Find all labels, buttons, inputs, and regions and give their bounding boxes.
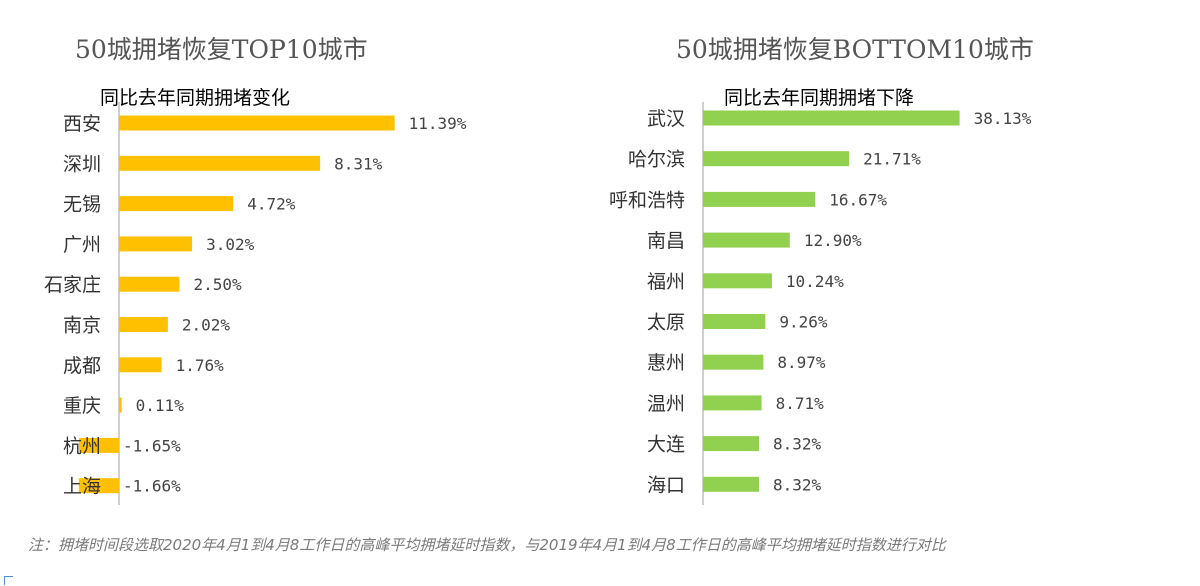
chart-subtitle: 同比去年同期拥堵变化	[100, 87, 291, 109]
chart-subtitle: 同比去年同期拥堵下降	[724, 87, 915, 109]
bar	[79, 437, 119, 453]
top10-bar-chart: 西安 11.39% 深圳 8.31% 无锡 4.72% 广州 3.02% 石家庄 2.50% 南京 2…	[44, 102, 467, 505]
data-label: 10.24%	[786, 272, 844, 291]
category-label: 温州	[647, 393, 685, 415]
bar	[703, 354, 764, 370]
data-label: 11.39%	[409, 114, 467, 133]
data-label: 8.97%	[777, 353, 826, 372]
category-label: 上海	[63, 476, 101, 498]
data-label: 8.71%	[776, 394, 825, 413]
bar	[703, 273, 772, 289]
data-label: 0.11%	[136, 396, 185, 415]
data-label: 3.02%	[206, 235, 255, 254]
bar	[703, 151, 850, 167]
category-label: 太原	[647, 312, 685, 334]
bar	[703, 476, 759, 492]
bar	[119, 196, 234, 212]
bar	[119, 357, 162, 373]
data-label: 38.13%	[974, 109, 1032, 128]
chart-title: 50城拥堵恢复TOP10城市	[75, 35, 368, 64]
category-label: 石家庄	[44, 274, 101, 296]
data-label: 2.02%	[182, 316, 231, 335]
bottom10-chart-panel: 50城拥堵恢复BOTTOM10城市 同比去年同期拥堵下降 武汉 38.13% 哈尔滨…	[600, 0, 1200, 520]
bar	[703, 232, 790, 248]
category-label: 惠州	[647, 352, 685, 374]
bar	[119, 276, 180, 292]
bar	[119, 397, 122, 413]
category-label: 深圳	[63, 153, 101, 175]
category-label: 杭州	[63, 435, 101, 457]
bar	[703, 436, 759, 452]
data-label: -1.65%	[123, 436, 181, 455]
data-label: 8.31%	[334, 154, 383, 173]
data-label: 8.32%	[773, 435, 822, 454]
data-label: 21.71%	[863, 150, 921, 169]
bar	[119, 236, 193, 252]
bar	[703, 395, 762, 411]
data-label: 16.67%	[829, 190, 887, 209]
category-label: 海口	[647, 474, 685, 496]
bar	[119, 155, 321, 171]
data-label: -1.66%	[123, 477, 181, 496]
category-label: 哈尔滨	[628, 149, 685, 171]
category-label: 无锡	[63, 194, 101, 216]
data-label: 2.50%	[194, 275, 243, 294]
bar	[119, 115, 395, 131]
category-label: 成都	[63, 355, 101, 377]
bar	[78, 478, 119, 494]
category-label: 广州	[63, 234, 101, 256]
chart-title: 50城拥堵恢复BOTTOM10城市	[676, 35, 1034, 64]
category-label: 呼和浩特	[609, 189, 685, 211]
bar	[703, 191, 816, 207]
data-label: 9.26%	[779, 313, 828, 332]
data-label: 4.72%	[247, 195, 296, 214]
data-label: 12.90%	[804, 231, 862, 250]
bottom10-bar-chart: 武汉 38.13% 哈尔滨 21.71% 呼和浩特 16.67% 南昌 12.90% 福州 10.…	[609, 102, 1032, 505]
footnote: 注：拥堵时间段选取2020年4月1到4月8工作日的高峰平均拥堵延时指数，与201…	[28, 536, 946, 554]
bar	[119, 317, 168, 332]
category-label: 武汉	[647, 108, 685, 130]
bar	[703, 314, 766, 329]
top10-chart-panel: 50城拥堵恢复TOP10城市 同比去年同期拥堵变化 西安 11.39% 深圳 8.31…	[0, 0, 600, 520]
category-label: 大连	[647, 434, 685, 456]
data-label: 1.76%	[176, 356, 225, 375]
category-label: 西安	[63, 113, 101, 135]
bar	[703, 110, 960, 126]
category-label: 重庆	[63, 395, 101, 417]
data-label: 8.32%	[773, 475, 822, 494]
category-label: 福州	[647, 271, 685, 293]
category-label: 南京	[63, 315, 101, 337]
corner-mark	[4, 576, 13, 585]
category-label: 南昌	[647, 230, 685, 252]
